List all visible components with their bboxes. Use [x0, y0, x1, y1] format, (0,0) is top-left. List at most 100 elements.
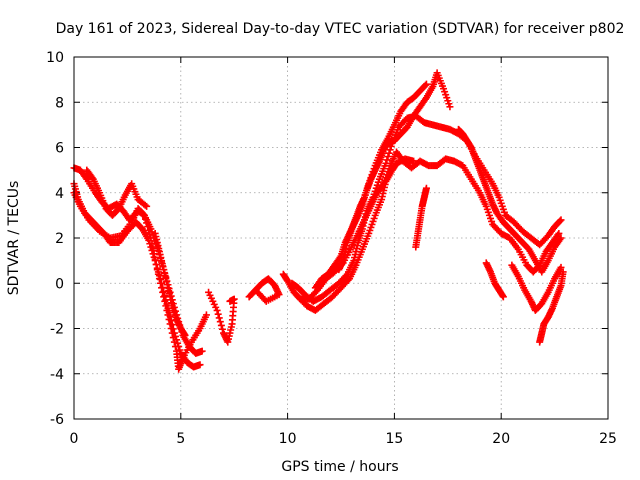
x-tick-label: 15: [385, 431, 403, 447]
data-point: [383, 156, 391, 164]
data-point: [171, 343, 179, 351]
data-point: [151, 255, 159, 263]
series-arc-10: [294, 155, 418, 314]
data-point: [165, 315, 173, 323]
data-point: [154, 270, 162, 278]
data-point: [144, 223, 152, 231]
data-point: [152, 260, 160, 268]
data-point: [142, 215, 150, 223]
y-tick-label: 6: [55, 141, 64, 157]
data-point: [214, 310, 222, 318]
series-arc-3: [70, 189, 210, 373]
data-point: [386, 146, 394, 154]
data-point: [422, 80, 430, 88]
x-axis-label: GPS time / hours: [281, 459, 398, 475]
x-tick-labels: 0 5 10 15 20 25: [70, 431, 617, 447]
y-tick-label: -2: [50, 322, 64, 338]
data-point: [169, 334, 177, 342]
data-point: [556, 217, 564, 225]
data-point: [202, 311, 210, 319]
data-point: [385, 149, 393, 157]
data-point: [162, 302, 170, 310]
y-tick-label: 2: [55, 231, 64, 247]
x-tick-label: 0: [70, 431, 79, 447]
x-tick-label: 10: [279, 431, 297, 447]
data-point: [557, 234, 565, 242]
series-arc-5: [151, 229, 189, 339]
y-tick-label: 10: [46, 50, 64, 66]
series-arc-6: [205, 288, 238, 346]
data-point: [384, 153, 392, 161]
series-arc-15: [482, 259, 507, 301]
series-arc-17: [536, 268, 567, 346]
series-arc-7: [245, 275, 283, 305]
data-point: [557, 263, 565, 271]
data-point: [255, 290, 263, 298]
data-point: [215, 314, 223, 322]
data-point: [163, 306, 171, 314]
data-point: [181, 331, 189, 339]
data-point: [164, 311, 172, 319]
data-point: [147, 234, 155, 242]
data-point: [145, 226, 153, 234]
chart-title: Day 161 of 2023, Sidereal Day-to-day VTE…: [56, 21, 625, 37]
data-point: [344, 276, 352, 284]
data-point: [157, 279, 165, 287]
data-point: [160, 293, 168, 301]
y-tick-label: -6: [50, 412, 64, 428]
data-point: [213, 306, 221, 314]
data-point: [143, 219, 151, 227]
data-point: [158, 284, 166, 292]
data-point: [150, 250, 158, 258]
data-point: [499, 293, 507, 301]
y-tick-label: 8: [55, 95, 64, 111]
data-point: [218, 325, 226, 333]
x-tick-label: 20: [492, 431, 510, 447]
data-point: [166, 320, 174, 328]
data-point: [196, 361, 204, 369]
data-points: [70, 69, 567, 373]
series-arc-14: [454, 125, 565, 276]
data-point: [140, 211, 148, 219]
y-axis-label: SDTVAR / TECUs: [6, 181, 22, 296]
data-point: [168, 329, 176, 337]
data-point: [216, 318, 224, 326]
plot-frame: [73, 56, 609, 420]
data-point: [141, 201, 149, 209]
data-point: [176, 346, 184, 354]
y-tick-label: 4: [55, 186, 64, 202]
data-point: [421, 81, 429, 89]
data-point: [167, 325, 175, 332]
data-point: [155, 275, 163, 283]
y-tick-label: -4: [50, 367, 64, 383]
data-point: [82, 174, 90, 182]
data-point: [159, 288, 167, 296]
series-arc-4: [83, 166, 151, 219]
data-point: [139, 210, 147, 218]
y-tick-label: 0: [55, 276, 64, 292]
data-point: [153, 266, 161, 274]
data-point: [559, 268, 567, 276]
data-point: [410, 157, 418, 165]
data-point: [556, 236, 564, 244]
y-tick-labels: -6 -4 -2 0 2 4 6 8 10: [46, 50, 64, 428]
data-point: [170, 338, 178, 346]
data-point: [198, 347, 206, 355]
data-point: [446, 103, 454, 111]
data-point: [88, 174, 96, 182]
data-point: [217, 321, 225, 329]
data-point: [382, 159, 390, 167]
x-tick-label: 5: [176, 431, 185, 447]
series-arc-12: [335, 80, 430, 274]
data-point: [254, 288, 262, 296]
x-tick-label: 25: [599, 431, 617, 447]
data-point: [422, 184, 430, 192]
data-point: [557, 216, 565, 224]
data-point: [143, 202, 151, 210]
series-arc-16: [508, 261, 565, 314]
series-arc-13: [412, 184, 430, 251]
data-point: [226, 297, 234, 305]
data-point: [555, 229, 563, 237]
data-point: [161, 297, 169, 305]
